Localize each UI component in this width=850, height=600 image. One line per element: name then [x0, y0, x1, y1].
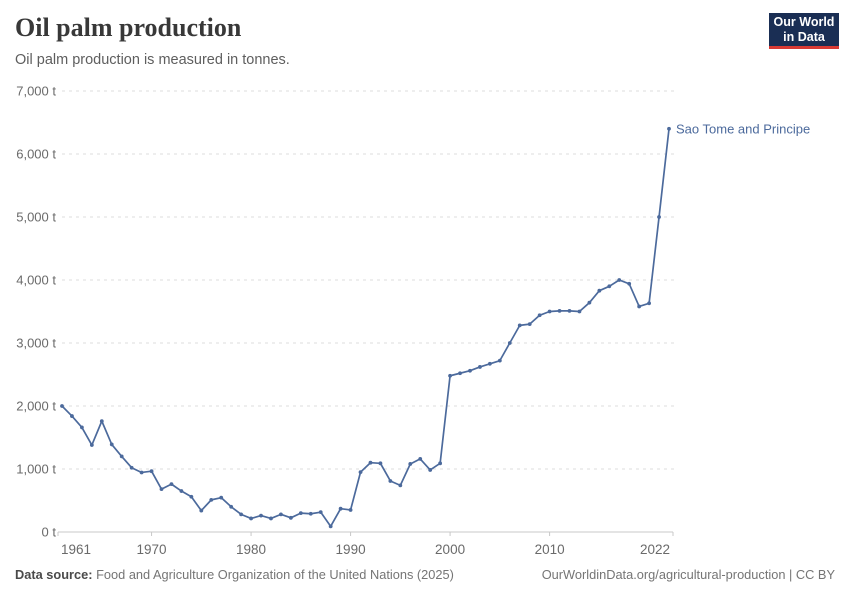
data-point[interactable] [587, 300, 592, 305]
x-axis-tick-label: 2010 [535, 542, 565, 557]
x-axis-tick-label: 1980 [236, 542, 266, 557]
data-point[interactable] [408, 462, 413, 466]
data-point[interactable] [279, 512, 283, 517]
data-point[interactable] [119, 454, 124, 459]
data-point[interactable] [378, 461, 383, 466]
data-point[interactable] [338, 506, 343, 511]
data-point[interactable] [70, 414, 74, 418]
data-point[interactable] [259, 513, 263, 518]
data-point[interactable] [368, 460, 373, 465]
data-point[interactable] [497, 358, 502, 363]
data-point[interactable] [308, 511, 313, 516]
data-point[interactable] [527, 322, 532, 326]
data-source-label: Data source: [15, 567, 93, 582]
data-point[interactable] [667, 126, 671, 131]
y-axis-tick-label: 0 t [42, 525, 57, 540]
data-point[interactable] [388, 479, 393, 483]
data-point[interactable] [229, 504, 234, 509]
data-point[interactable] [657, 215, 661, 219]
data-point[interactable] [249, 516, 253, 521]
y-axis-tick-label: 5,000 t [16, 210, 56, 225]
data-point[interactable] [60, 404, 64, 408]
y-axis-tick-label: 4,000 t [16, 273, 56, 288]
data-point[interactable] [398, 483, 403, 488]
data-point[interactable] [597, 288, 602, 293]
data-point[interactable] [607, 284, 612, 289]
x-axis-tick-label: 2022 [640, 542, 670, 557]
data-point[interactable] [189, 494, 194, 499]
owid-logo-line2: in Data [783, 30, 825, 44]
x-axis-tick-label: 1961 [61, 542, 91, 557]
y-axis-tick-label: 6,000 t [16, 147, 56, 162]
data-point[interactable] [627, 281, 632, 286]
data-point[interactable] [129, 465, 134, 470]
y-axis-tick-label: 7,000 t [16, 84, 56, 99]
data-point[interactable] [358, 470, 363, 475]
data-point[interactable] [318, 510, 323, 515]
x-axis-tick-label: 2000 [435, 542, 465, 557]
data-point[interactable] [288, 515, 293, 520]
data-line[interactable] [61, 127, 670, 528]
data-point[interactable] [468, 368, 472, 373]
y-axis-tick-label: 1,000 t [16, 462, 56, 477]
data-point[interactable] [478, 365, 482, 369]
data-point[interactable] [328, 524, 333, 529]
data-point[interactable] [567, 308, 572, 313]
data-point[interactable] [199, 508, 204, 513]
owid-logo-line1: Our World [773, 15, 835, 29]
data-point[interactable] [517, 323, 522, 328]
data-point[interactable] [348, 508, 353, 512]
chart-subtitle: Oil palm production is measured in tonne… [15, 52, 290, 68]
data-point[interactable] [487, 361, 492, 366]
data-point[interactable] [298, 511, 303, 515]
data-point[interactable] [537, 313, 542, 318]
data-point[interactable] [80, 425, 84, 430]
data-point[interactable] [458, 371, 462, 376]
x-axis-tick-label: 1970 [137, 542, 167, 557]
data-point[interactable] [149, 469, 154, 474]
data-point[interactable] [637, 304, 642, 309]
data-point[interactable] [99, 419, 104, 424]
footer-citation-link[interactable]: OurWorldinData.org/agricultural-producti… [541, 567, 835, 582]
data-point[interactable] [438, 461, 443, 466]
data-point[interactable] [209, 497, 214, 502]
data-point[interactable] [647, 301, 651, 306]
data-point[interactable] [617, 278, 622, 282]
data-source: Data source: Food and Agriculture Organi… [15, 567, 454, 582]
y-axis-tick-label: 2,000 t [16, 399, 56, 414]
y-axis-tick-label: 3,000 t [16, 336, 56, 351]
data-source-text: Food and Agriculture Organization of the… [96, 567, 454, 582]
data-point[interactable] [448, 373, 452, 378]
page-title: Oil palm production [15, 13, 242, 42]
owid-logo[interactable]: Our World in Data [769, 13, 839, 49]
data-point[interactable] [139, 470, 144, 475]
data-point[interactable] [428, 468, 433, 472]
data-point[interactable] [239, 512, 244, 517]
series-label[interactable]: Sao Tome and Principe [676, 121, 810, 136]
data-point[interactable] [577, 309, 582, 314]
data-point[interactable] [219, 495, 224, 500]
data-point[interactable] [269, 516, 273, 521]
data-point[interactable] [557, 308, 562, 313]
data-point[interactable] [89, 443, 94, 447]
data-point[interactable] [169, 482, 174, 487]
data-point[interactable] [418, 457, 423, 461]
data-point[interactable] [507, 341, 512, 345]
data-point[interactable] [547, 309, 552, 314]
data-point[interactable] [109, 442, 114, 447]
x-axis-tick-label: 1990 [336, 542, 366, 557]
data-point[interactable] [159, 487, 164, 492]
data-point[interactable] [179, 489, 184, 493]
